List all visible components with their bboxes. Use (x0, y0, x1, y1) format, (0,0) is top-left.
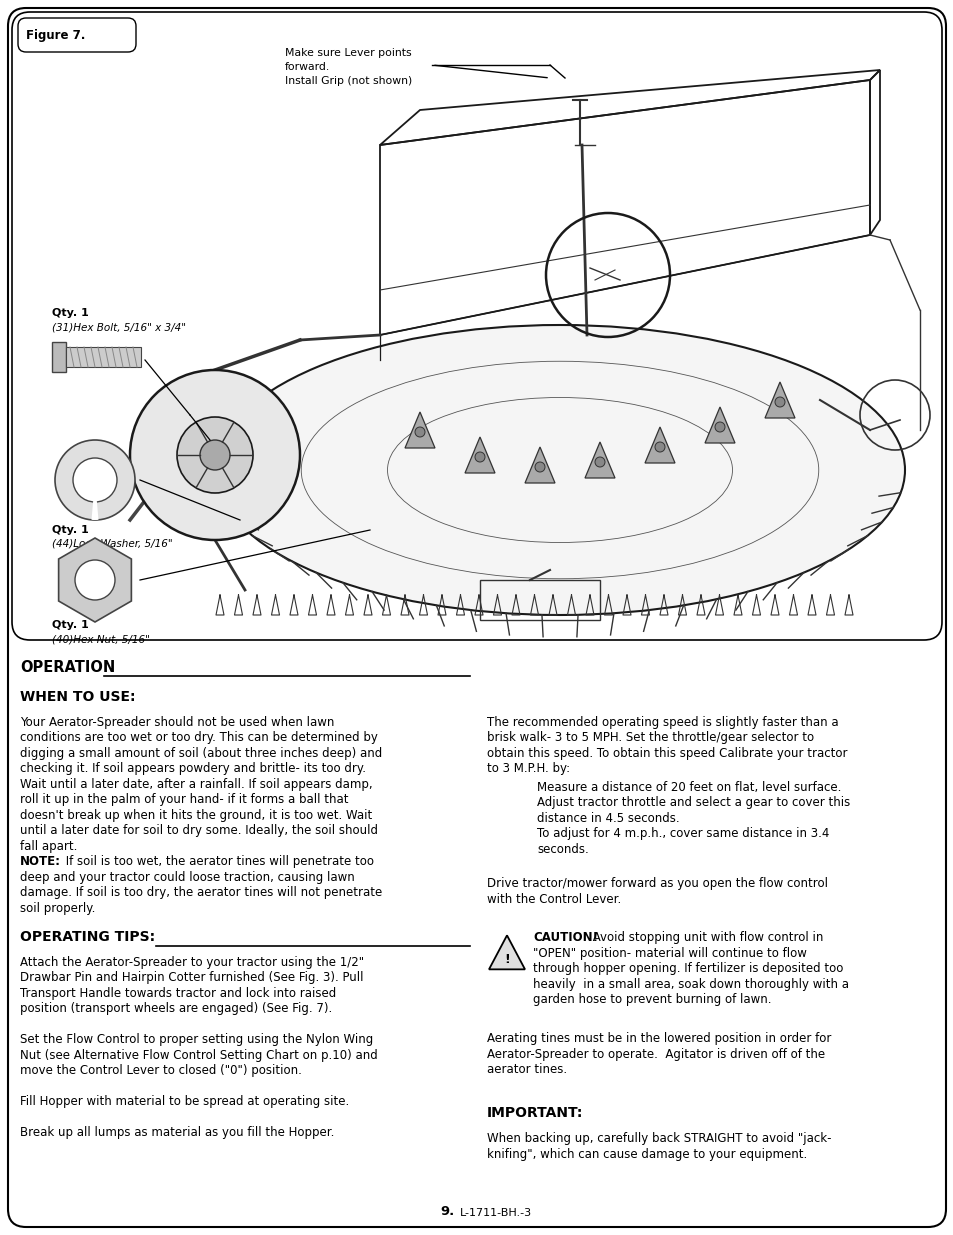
Circle shape (475, 452, 484, 462)
Text: digging a small amount of soil (about three inches deep) and: digging a small amount of soil (about th… (20, 747, 382, 760)
Text: Adjust tractor throttle and select a gear to cover this: Adjust tractor throttle and select a gea… (537, 797, 849, 809)
Text: with the Control Lever.: with the Control Lever. (486, 893, 620, 905)
Circle shape (177, 417, 253, 493)
Text: through hopper opening. If fertilizer is deposited too: through hopper opening. If fertilizer is… (533, 962, 842, 976)
FancyBboxPatch shape (12, 12, 941, 640)
Text: roll it up in the palm of your hand- if it forms a ball that: roll it up in the palm of your hand- if … (20, 794, 348, 806)
Text: conditions are too wet or too dry. This can be determined by: conditions are too wet or too dry. This … (20, 731, 377, 745)
Circle shape (415, 427, 424, 437)
Text: damage. If soil is too dry, the aerator tines will not penetrate: damage. If soil is too dry, the aerator … (20, 887, 382, 899)
Text: (44)Lock Washer, 5/16": (44)Lock Washer, 5/16" (52, 538, 172, 550)
Text: (40)Hex Nut, 5/16": (40)Hex Nut, 5/16" (52, 634, 150, 643)
Text: position (transport wheels are engaged) (See Fig. 7).: position (transport wheels are engaged) … (20, 1003, 332, 1015)
Text: The recommended operating speed is slightly faster than a: The recommended operating speed is sligh… (486, 716, 838, 729)
Text: to 3 M.P.H. by:: to 3 M.P.H. by: (486, 762, 570, 776)
Circle shape (200, 440, 230, 471)
Text: Nut (see Alternative Flow Control Setting Chart on p.10) and: Nut (see Alternative Flow Control Settin… (20, 1049, 377, 1062)
Wedge shape (91, 480, 98, 520)
Text: Make sure Lever points: Make sure Lever points (285, 48, 411, 58)
Polygon shape (58, 538, 132, 622)
Text: forward.: forward. (285, 62, 330, 72)
Text: Qty. 1: Qty. 1 (52, 525, 89, 535)
Ellipse shape (214, 325, 904, 615)
Text: Figure 7.: Figure 7. (26, 28, 85, 42)
Text: deep and your tractor could loose traction, causing lawn: deep and your tractor could loose tracti… (20, 871, 355, 884)
Circle shape (75, 559, 115, 600)
Text: Aerator-Spreader to operate.  Agitator is driven off of the: Aerator-Spreader to operate. Agitator is… (486, 1047, 824, 1061)
Circle shape (655, 442, 664, 452)
Text: soil properly.: soil properly. (20, 902, 95, 915)
Polygon shape (704, 408, 734, 443)
Text: knifing", which can cause damage to your equipment.: knifing", which can cause damage to your… (486, 1149, 806, 1161)
FancyBboxPatch shape (18, 19, 136, 52)
Polygon shape (524, 447, 555, 483)
Circle shape (55, 440, 135, 520)
Text: seconds.: seconds. (537, 844, 588, 856)
Bar (66, 347, 141, 367)
Circle shape (774, 396, 784, 408)
Text: 9.: 9. (439, 1205, 454, 1218)
Text: NOTE:: NOTE: (20, 856, 61, 868)
Polygon shape (584, 442, 615, 478)
Circle shape (130, 370, 299, 540)
Text: Drawbar Pin and Hairpin Cotter furnished (See Fig. 3). Pull: Drawbar Pin and Hairpin Cotter furnished… (20, 972, 363, 984)
Text: move the Control Lever to closed ("0") position.: move the Control Lever to closed ("0") p… (20, 1065, 301, 1077)
Text: Aerating tines must be in the lowered position in order for: Aerating tines must be in the lowered po… (486, 1032, 830, 1045)
Text: CAUTION!: CAUTION! (533, 931, 598, 945)
Polygon shape (644, 427, 675, 463)
Text: until a later date for soil to dry some. Ideally, the soil should: until a later date for soil to dry some.… (20, 825, 377, 837)
Text: Set the Flow Control to proper setting using the Nylon Wing: Set the Flow Control to proper setting u… (20, 1034, 373, 1046)
Text: IMPORTANT:: IMPORTANT: (486, 1107, 583, 1120)
Text: Your Aerator-Spreader should not be used when lawn: Your Aerator-Spreader should not be used… (20, 716, 334, 729)
Text: (31)Hex Bolt, 5/16" x 3/4": (31)Hex Bolt, 5/16" x 3/4" (52, 322, 186, 332)
Polygon shape (405, 412, 435, 448)
Text: WHEN TO USE:: WHEN TO USE: (20, 690, 135, 704)
Text: OPERATING TIPS:: OPERATING TIPS: (20, 930, 155, 944)
Text: When backing up, carefully back STRAIGHT to avoid "jack-: When backing up, carefully back STRAIGHT… (486, 1132, 831, 1146)
Bar (52, 342, 66, 372)
Circle shape (595, 457, 604, 467)
Text: Qty. 1: Qty. 1 (52, 620, 89, 630)
Text: Transport Handle towards tractor and lock into raised: Transport Handle towards tractor and loc… (20, 987, 335, 1000)
Text: doesn't break up when it hits the ground, it is too wet. Wait: doesn't break up when it hits the ground… (20, 809, 372, 823)
Text: L-1711-BH.-3: L-1711-BH.-3 (459, 1208, 532, 1218)
Text: garden hose to prevent burning of lawn.: garden hose to prevent burning of lawn. (533, 993, 771, 1007)
Text: checking it. If soil appears powdery and brittle- its too dry.: checking it. If soil appears powdery and… (20, 762, 366, 776)
Text: fall apart.: fall apart. (20, 840, 77, 853)
Text: OPERATION: OPERATION (20, 659, 115, 676)
Text: brisk walk- 3 to 5 MPH. Set the throttle/gear selector to: brisk walk- 3 to 5 MPH. Set the throttle… (486, 731, 813, 745)
Text: Attach the Aerator-Spreader to your tractor using the 1/2": Attach the Aerator-Spreader to your trac… (20, 956, 364, 969)
Text: Measure a distance of 20 feet on flat, level surface.: Measure a distance of 20 feet on flat, l… (537, 781, 841, 794)
Text: obtain this speed. To obtain this speed Calibrate your tractor: obtain this speed. To obtain this speed … (486, 747, 846, 760)
Text: To adjust for 4 m.p.h., cover same distance in 3.4: To adjust for 4 m.p.h., cover same dista… (537, 827, 828, 841)
Circle shape (714, 422, 724, 432)
Polygon shape (764, 382, 794, 417)
Text: Qty. 1: Qty. 1 (52, 308, 89, 317)
Text: Avoid stopping unit with flow control in: Avoid stopping unit with flow control in (588, 931, 822, 945)
Text: Break up all lumps as material as you fill the Hopper.: Break up all lumps as material as you fi… (20, 1126, 334, 1140)
Text: Install Grip (not shown): Install Grip (not shown) (285, 77, 412, 86)
Circle shape (73, 458, 117, 501)
Text: heavily  in a small area, soak down thoroughly with a: heavily in a small area, soak down thoro… (533, 978, 848, 990)
Text: Fill Hopper with material to be spread at operating site.: Fill Hopper with material to be spread a… (20, 1095, 349, 1108)
Text: distance in 4.5 seconds.: distance in 4.5 seconds. (537, 811, 679, 825)
Circle shape (535, 462, 544, 472)
Text: !: ! (503, 953, 509, 966)
Text: If soil is too wet, the aerator tines will penetrate too: If soil is too wet, the aerator tines wi… (62, 856, 374, 868)
Polygon shape (464, 437, 495, 473)
FancyBboxPatch shape (8, 7, 945, 1228)
Polygon shape (489, 935, 524, 969)
Text: Drive tractor/mower forward as you open the flow control: Drive tractor/mower forward as you open … (486, 877, 827, 890)
Text: Wait until a later date, after a rainfall. If soil appears damp,: Wait until a later date, after a rainfal… (20, 778, 373, 790)
Text: "OPEN" position- material will continue to flow: "OPEN" position- material will continue … (533, 947, 806, 960)
Text: aerator tines.: aerator tines. (486, 1063, 566, 1076)
